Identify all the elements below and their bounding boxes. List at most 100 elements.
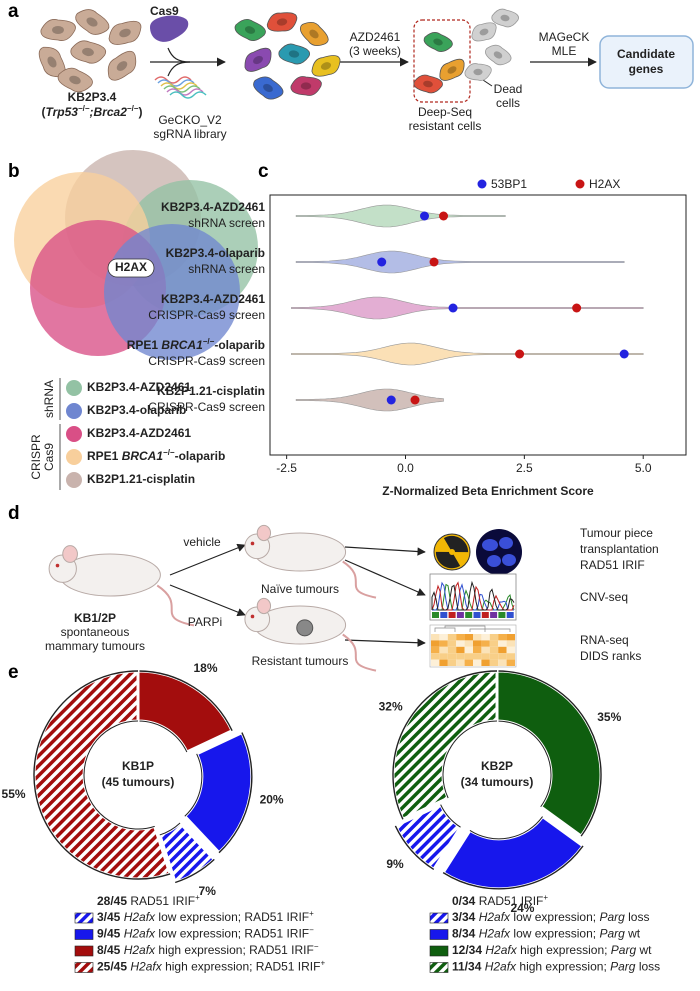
text-segment: ) bbox=[138, 105, 142, 119]
text-segment: 3/45 bbox=[97, 910, 124, 924]
cell bbox=[290, 76, 322, 96]
mouse-eye bbox=[250, 614, 255, 619]
group-label: Cas9 bbox=[42, 443, 56, 471]
result-label: Candidate bbox=[617, 47, 675, 61]
radiation-core bbox=[449, 549, 455, 555]
slice-outline bbox=[137, 720, 188, 753]
legend-swatch bbox=[66, 449, 82, 465]
slice-outline bbox=[442, 845, 584, 890]
arrow bbox=[344, 638, 426, 647]
data-point bbox=[429, 257, 439, 267]
readout-label: DIDS ranks bbox=[580, 649, 641, 663]
text-segment: H2afx bbox=[479, 927, 511, 941]
dead-label: Dead bbox=[494, 82, 523, 96]
nucleus bbox=[116, 61, 128, 71]
heatmap-cell bbox=[431, 646, 440, 654]
heatmap-cell bbox=[456, 659, 465, 666]
base-call bbox=[440, 612, 448, 618]
text-segment: + bbox=[543, 893, 548, 902]
heatmap-cell bbox=[447, 659, 457, 666]
legend-label: 25/45 H2afx high expression; RAD51 IRIF+ bbox=[97, 958, 325, 974]
sgrna bbox=[163, 85, 201, 93]
slice-outline bbox=[442, 720, 498, 799]
x-tick-label: 2.5 bbox=[516, 461, 533, 475]
base-call bbox=[465, 612, 473, 618]
heatmap-cell bbox=[506, 659, 515, 666]
heatmap-cell bbox=[498, 646, 507, 654]
violin bbox=[295, 204, 506, 228]
mouse-ear bbox=[62, 545, 78, 563]
slice-outline bbox=[496, 720, 552, 808]
slice-outline bbox=[159, 822, 181, 836]
text-segment: Parg bbox=[610, 960, 636, 974]
heatmap-cell bbox=[473, 646, 482, 654]
nucleus bbox=[473, 68, 483, 76]
nucleus bbox=[500, 14, 510, 22]
merge-line bbox=[167, 47, 191, 63]
text-segment: ( bbox=[42, 105, 46, 119]
heatmap-cell bbox=[481, 640, 490, 647]
arrow bbox=[169, 543, 246, 576]
heatmap-cell bbox=[506, 653, 515, 660]
text-segment: high expression; bbox=[517, 943, 611, 957]
heatmap-cell bbox=[473, 659, 482, 666]
nucleus bbox=[47, 56, 57, 68]
text-segment: + bbox=[320, 958, 325, 967]
value-label: 18% bbox=[193, 661, 217, 675]
merge-line bbox=[167, 61, 191, 77]
category-title: KB2P3.4-olaparib bbox=[166, 246, 265, 260]
text-segment: low expression; bbox=[510, 910, 599, 924]
readout-label: Tumour piece bbox=[580, 526, 653, 540]
text-segment: Parg bbox=[611, 943, 637, 957]
violin bbox=[295, 250, 625, 274]
legend-marker bbox=[477, 179, 487, 189]
legend-label: KB2P3.4-AZD2461 bbox=[87, 426, 191, 440]
heatmap-cell bbox=[456, 646, 465, 654]
text-segment: 8/45 bbox=[97, 943, 124, 957]
source-label: mammary tumours bbox=[45, 639, 145, 653]
resistant-box bbox=[413, 19, 471, 103]
data-point bbox=[572, 303, 582, 313]
donut-slice bbox=[182, 730, 254, 855]
category-subtitle: shRNA screen bbox=[188, 216, 265, 230]
text-segment: Parg bbox=[599, 910, 625, 924]
x-tick-label: 5.0 bbox=[635, 461, 652, 475]
dendrogram bbox=[434, 625, 511, 632]
heatmap-cell bbox=[439, 646, 448, 654]
heatmap-cell bbox=[498, 634, 507, 641]
group-label: Resistant tumours bbox=[252, 654, 349, 668]
cell bbox=[485, 44, 512, 66]
heatmap-cell bbox=[447, 640, 457, 647]
radiation-blade bbox=[435, 551, 461, 569]
text-segment: 8/34 bbox=[452, 927, 479, 941]
treatment-label: (3 weeks) bbox=[349, 44, 401, 58]
nucleus bbox=[52, 26, 64, 34]
heatmap-cell bbox=[473, 653, 482, 660]
cell bbox=[253, 76, 284, 100]
resistant-label: Deep-Seq bbox=[418, 105, 472, 119]
data-point bbox=[410, 395, 420, 405]
text-segment: RPE1 bbox=[87, 449, 122, 463]
legend-label: H2AX bbox=[589, 177, 620, 191]
category-title: KB2P1.21-cisplatin bbox=[157, 384, 265, 398]
heatmap-cell bbox=[431, 653, 440, 660]
slice-outline bbox=[137, 670, 233, 732]
tumour bbox=[296, 619, 314, 637]
cell-line: KB2P3.4 bbox=[68, 90, 117, 104]
cell bbox=[108, 20, 142, 45]
arrow bbox=[344, 546, 426, 556]
iriF-icon bbox=[476, 529, 522, 575]
category-subtitle: CRISPR-Cas9 screen bbox=[148, 400, 265, 414]
legend-swatch bbox=[429, 929, 449, 940]
heatmap-cell bbox=[481, 653, 490, 660]
heatmap-cell bbox=[447, 653, 457, 660]
heatmap-cell bbox=[464, 646, 473, 654]
nucleus bbox=[263, 83, 273, 93]
cell bbox=[266, 12, 298, 32]
panel-label: d bbox=[8, 503, 20, 524]
panel-label: b bbox=[8, 161, 20, 182]
cell bbox=[70, 40, 107, 64]
text-segment: high expression; RAD51 IRIF bbox=[155, 943, 314, 957]
nucleus bbox=[309, 29, 319, 39]
text-segment: 28/45 bbox=[97, 894, 130, 908]
